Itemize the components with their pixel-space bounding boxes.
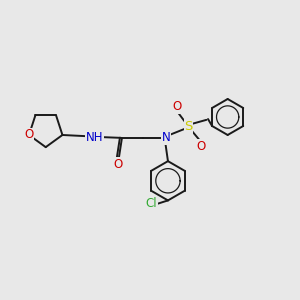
Text: O: O [196,140,205,152]
Text: NH: NH [85,130,103,143]
Text: Cl: Cl [146,197,157,210]
Text: O: O [113,158,122,170]
Text: O: O [172,100,182,113]
Text: N: N [161,131,170,144]
Text: S: S [184,120,193,133]
Text: O: O [24,128,34,142]
